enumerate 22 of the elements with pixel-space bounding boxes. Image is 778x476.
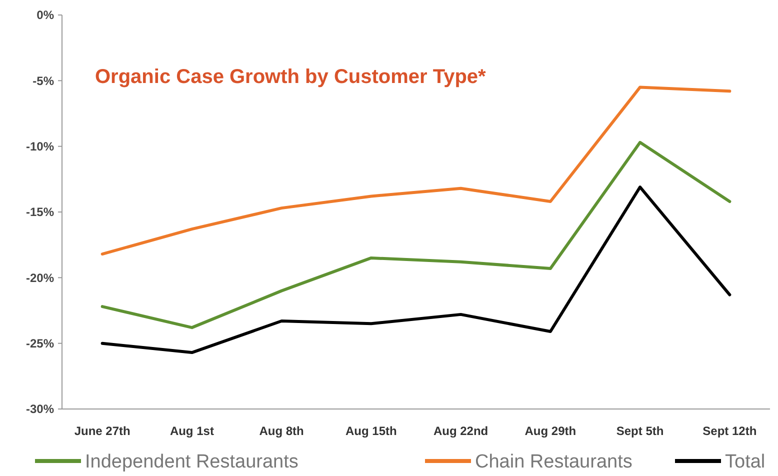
legend-label: Chain Restaurants bbox=[475, 452, 632, 473]
y-tick-label: 0% bbox=[36, 8, 54, 22]
y-tick-label: -30% bbox=[26, 402, 54, 416]
x-tick-label: Sept 5th bbox=[616, 424, 664, 438]
x-tick-label: Aug 15th bbox=[346, 424, 397, 438]
x-tick-label: Aug 8th bbox=[259, 424, 304, 438]
x-tick-label: Aug 22nd bbox=[433, 424, 488, 438]
line-series bbox=[100, 86, 732, 256]
x-tick-label: Sept 12th bbox=[702, 424, 757, 438]
x-tick-label: Aug 29th bbox=[524, 424, 576, 438]
y-tick-label: -10% bbox=[26, 140, 54, 154]
legend-label: Total bbox=[725, 452, 766, 473]
line-series bbox=[100, 140, 732, 330]
legend-label: Independent Restaurants bbox=[85, 452, 298, 473]
y-tick-label: -5% bbox=[32, 74, 54, 88]
line-series bbox=[100, 186, 732, 354]
y-tick-label: -25% bbox=[26, 336, 54, 351]
y-tick-label: -15% bbox=[26, 205, 54, 220]
x-tick-label: Aug 1st bbox=[170, 424, 214, 438]
text: Organic Case Growth by Customer Type* bbox=[95, 66, 486, 88]
x-tick-label: June 27th bbox=[74, 424, 130, 438]
y-tick-label: -20% bbox=[26, 270, 54, 285]
